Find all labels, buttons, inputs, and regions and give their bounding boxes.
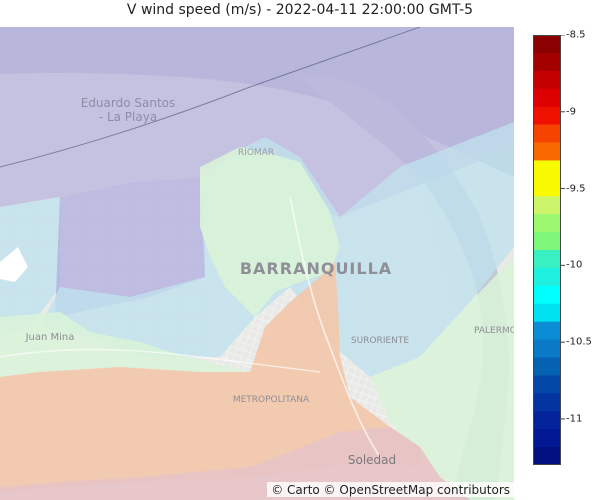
colorbar-frame [533,35,561,465]
highway [0,27,421,168]
colorbar-segment [533,70,561,90]
colorbar-segment [533,357,561,377]
label-riomar: RIOMAR [238,148,274,158]
colorbar-tick-label: -9.5 [566,183,586,195]
colorbar-segment [533,411,561,430]
zone-blue-west [0,197,60,337]
label-juan-mina: Juan Mina [25,332,75,343]
colorbar-segment [533,142,561,162]
colorbar-segment [533,160,561,179]
colorbar-segment [533,339,561,359]
map-svg[interactable]: Eduardo Santos - La Playa RIOMAR BARRANQ… [0,27,514,500]
colorbar-tick-label: -8.5 [566,29,586,41]
colorbar-segment [533,321,561,341]
colorbar-segment [533,447,561,466]
colorbar-segment [533,35,561,54]
zone-green-center [200,147,340,317]
colorbar-segment [533,393,561,412]
colorbar-segment [533,178,561,197]
road [289,196,381,458]
label-la-playa: - La Playa [99,110,157,124]
label-metropolitana: METROPOLITANA [233,395,310,405]
zone-green-west [0,312,250,377]
zone-orange [0,262,420,492]
colorbar-segment [533,88,561,108]
colorbar-segment [533,52,561,72]
label-barranquilla: BARRANQUILLA [240,259,392,278]
colorbar-tick-label: -10.5 [566,336,592,348]
colorbar-segment [533,124,561,144]
colorbar-svg [533,34,565,466]
colorbar-segment [533,267,561,287]
colorbar-tick-label: -9 [566,106,576,118]
zone-purple-west [55,177,205,317]
no-data-patch [0,247,28,282]
zone-red [0,427,470,500]
colorbar-segment [533,375,561,394]
colorbar-segment [533,232,561,251]
label-soledad: Soledad [348,453,396,467]
colorbar-segment [533,303,561,323]
map-attribution[interactable]: © Carto © OpenStreetMap contributors [267,482,514,497]
label-suroriente: SURORIENTE [351,336,409,346]
colorbar-segment [533,285,561,305]
road-west [0,348,321,373]
colorbar-segment [533,196,561,215]
colorbar-segment [533,106,561,126]
colorbar: -8.5 -9 -9.5 -10 -10.5 -11 [533,30,600,466]
colorbar-tick-label: -10 [566,259,583,271]
label-palermo: PALERMO [474,326,514,336]
label-eduardo-santos: Eduardo Santos [81,96,176,110]
colorbar-segment [533,250,561,269]
colorbar-tick-label: -11 [566,413,583,425]
colorbar-segment [533,429,561,448]
map-canvas[interactable]: Eduardo Santos - La Playa RIOMAR BARRANQ… [0,27,514,500]
colorbar-segment [533,214,561,233]
map-title: V wind speed (m/s) - 2022-04-11 22:00:00… [126,2,474,18]
zone-purple [0,27,514,217]
